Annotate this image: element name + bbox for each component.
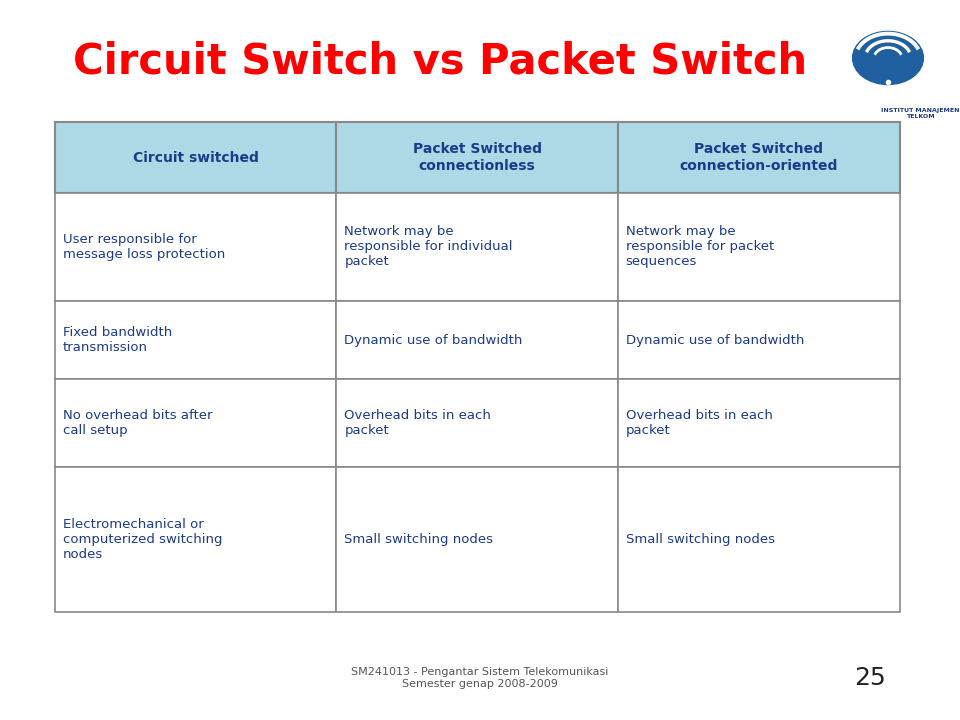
- Bar: [55, 379, 336, 467]
- Bar: [618, 193, 900, 301]
- Text: Packet Switched
connectionless: Packet Switched connectionless: [413, 143, 541, 173]
- Text: SM241013 - Pengantar Sistem Telekomunikasi
Semester genap 2008-2009: SM241013 - Pengantar Sistem Telekomunika…: [351, 667, 609, 689]
- Text: User responsible for
message loss protection: User responsible for message loss protec…: [63, 233, 226, 261]
- Bar: [336, 193, 618, 301]
- Bar: [336, 467, 618, 612]
- Bar: [55, 467, 336, 612]
- Text: Small switching nodes: Small switching nodes: [626, 534, 775, 546]
- Circle shape: [852, 32, 924, 84]
- Text: Network may be
responsible for individual
packet: Network may be responsible for individua…: [345, 225, 513, 269]
- Text: Small switching nodes: Small switching nodes: [345, 534, 493, 546]
- Text: Dynamic use of bandwidth: Dynamic use of bandwidth: [345, 333, 523, 346]
- Bar: [55, 193, 336, 301]
- Text: Electromechanical or
computerized switching
nodes: Electromechanical or computerized switch…: [63, 518, 223, 561]
- Text: 25: 25: [854, 666, 886, 690]
- Text: Overhead bits in each
packet: Overhead bits in each packet: [345, 410, 492, 437]
- Bar: [336, 379, 618, 467]
- Text: Dynamic use of bandwidth: Dynamic use of bandwidth: [626, 333, 804, 346]
- Text: Overhead bits in each
packet: Overhead bits in each packet: [626, 410, 773, 437]
- Text: Network may be
responsible for packet
sequences: Network may be responsible for packet se…: [626, 225, 774, 269]
- Bar: [336, 301, 618, 379]
- Bar: [618, 122, 900, 193]
- Bar: [336, 122, 618, 193]
- Text: Circuit Switch vs Packet Switch: Circuit Switch vs Packet Switch: [73, 41, 807, 83]
- Text: Fixed bandwidth
transmission: Fixed bandwidth transmission: [63, 326, 172, 354]
- Bar: [55, 122, 336, 193]
- Text: INSTITUT MANAJEMEN
TELKOM: INSTITUT MANAJEMEN TELKOM: [880, 108, 959, 119]
- Bar: [55, 301, 336, 379]
- Text: Packet Switched
connection-oriented: Packet Switched connection-oriented: [680, 143, 838, 173]
- Text: Circuit switched: Circuit switched: [132, 150, 258, 165]
- Bar: [618, 379, 900, 467]
- Bar: [618, 467, 900, 612]
- Text: No overhead bits after
call setup: No overhead bits after call setup: [63, 410, 212, 437]
- Bar: [618, 301, 900, 379]
